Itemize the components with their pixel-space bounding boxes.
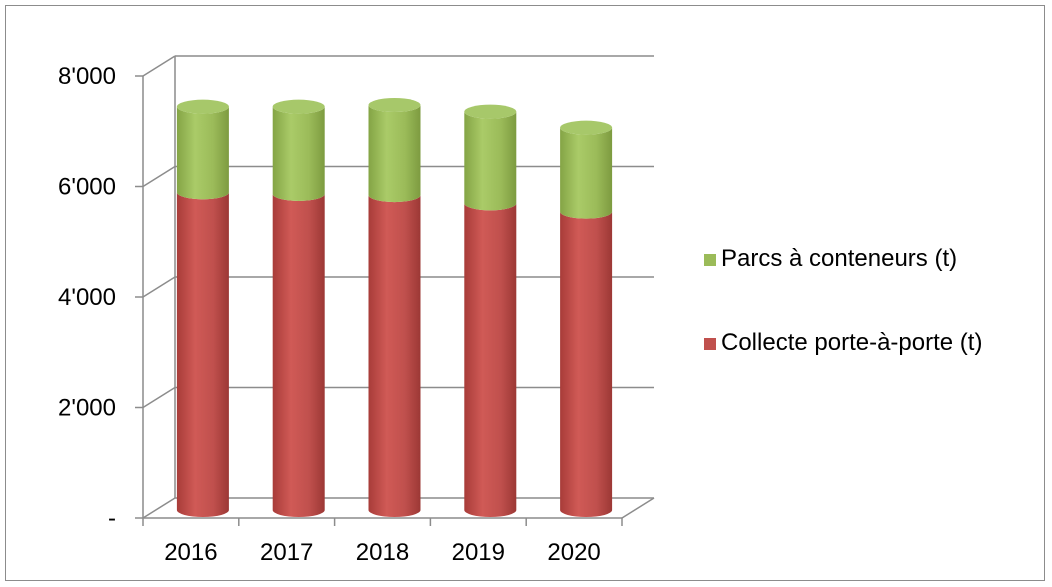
legend-swatch xyxy=(704,338,716,350)
y-tick-label: - xyxy=(108,505,116,532)
gridline-side xyxy=(142,55,176,77)
y-tick-label: 8'000 xyxy=(58,63,116,90)
bar-top-cap xyxy=(464,104,517,119)
x-tick-label: 2016 xyxy=(164,539,217,566)
legend-label: Collecte porte-à-porte (t) xyxy=(721,329,982,356)
bar-segment-collecte xyxy=(560,211,613,517)
gridline-side xyxy=(142,276,176,298)
bar-segment-collecte xyxy=(464,203,517,518)
bar-segment-parcs xyxy=(464,111,517,211)
x-tick-label: 2020 xyxy=(547,539,600,566)
legend-swatch xyxy=(704,254,716,266)
bar-segment-parcs xyxy=(272,106,325,201)
bar-top-cap xyxy=(560,120,613,135)
y-tick-label: 6'000 xyxy=(58,174,116,201)
gridline-side xyxy=(142,165,176,188)
bar-segment-collecte xyxy=(176,192,229,517)
x-tick-label: 2017 xyxy=(260,539,313,566)
y-tick-label: 4'000 xyxy=(58,284,116,311)
bar-top-cap xyxy=(368,98,421,113)
bar-segment-collecte xyxy=(272,193,325,517)
bar-top-cap xyxy=(176,99,229,114)
legend-label: Parcs à conteneurs (t) xyxy=(721,245,957,272)
legend: Parcs à conteneurs (t) Collecte porte-à-p… xyxy=(704,245,982,356)
bar-segment-parcs xyxy=(176,106,229,200)
gridline-side xyxy=(142,497,176,519)
bar-top-cap xyxy=(272,99,325,114)
x-tick-label: 2019 xyxy=(452,539,505,566)
bar-segment-parcs xyxy=(368,105,421,203)
bars-layer xyxy=(176,98,613,518)
gridline-side xyxy=(142,386,176,409)
floor-edge xyxy=(621,497,655,519)
x-tick-label: 2018 xyxy=(356,539,409,566)
y-tick-label: 2'000 xyxy=(58,395,116,422)
bar-segment-parcs xyxy=(560,127,613,219)
bar-segment-collecte xyxy=(368,195,421,517)
